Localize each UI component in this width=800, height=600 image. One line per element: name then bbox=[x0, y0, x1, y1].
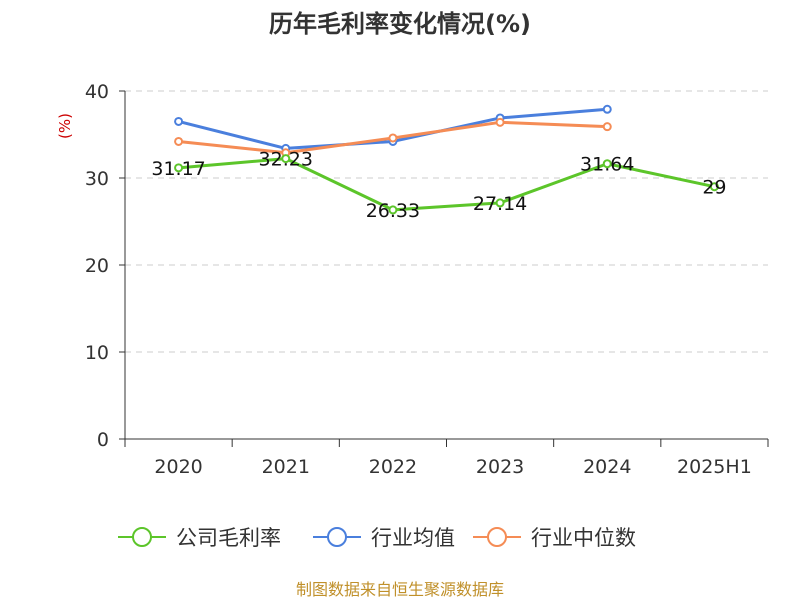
legend-item[interactable]: 行业中位数 bbox=[473, 526, 636, 550]
series-lines bbox=[174, 104, 719, 215]
series-point bbox=[388, 133, 398, 143]
legend-label: 行业中位数 bbox=[531, 526, 636, 550]
x-tick-label: 2024 bbox=[583, 456, 631, 478]
series-point bbox=[709, 182, 719, 192]
series-point bbox=[602, 159, 612, 169]
series-point bbox=[388, 205, 398, 215]
data-label: 27.14 bbox=[473, 193, 527, 215]
x-tick-label: 2020 bbox=[154, 456, 202, 478]
x-tick-label: 2021 bbox=[262, 456, 310, 478]
data-label: 31.17 bbox=[151, 158, 205, 180]
series-point bbox=[602, 122, 612, 132]
y-tick-label: 20 bbox=[85, 255, 109, 277]
series-point bbox=[174, 116, 184, 126]
data-label: 26.33 bbox=[366, 200, 420, 222]
data-label: 31.64 bbox=[580, 154, 634, 176]
x-tick-label: 2025H1 bbox=[677, 456, 752, 478]
legend-item[interactable]: 行业均值 bbox=[313, 526, 455, 550]
data-label: 29 bbox=[702, 177, 726, 199]
y-tick-label: 30 bbox=[85, 168, 109, 190]
x-tick-label: 2023 bbox=[476, 456, 524, 478]
legend-marker bbox=[327, 527, 347, 547]
chart-title: 历年毛利率变化情况(%) bbox=[269, 10, 531, 38]
legend-marker bbox=[487, 527, 507, 547]
series-point bbox=[602, 104, 612, 114]
y-tick-label: 10 bbox=[85, 342, 109, 364]
y-tick-label: 0 bbox=[97, 429, 109, 451]
series-point bbox=[174, 163, 184, 173]
series-point bbox=[495, 198, 505, 208]
series-point bbox=[495, 117, 505, 127]
series-point bbox=[281, 154, 291, 164]
legend-marker bbox=[132, 527, 152, 547]
series-point bbox=[174, 136, 184, 146]
data-label: 32.23 bbox=[259, 149, 313, 171]
legend[interactable]: 公司毛利率 行业均值 行业中位数 bbox=[118, 526, 636, 550]
grid-lines bbox=[125, 90, 768, 353]
data-labels: 31.17 32.23 26.33 27.14 31.64 29 bbox=[151, 149, 726, 222]
legend-item[interactable]: 公司毛利率 bbox=[118, 526, 281, 550]
source-note: 制图数据来自恒生聚源数据库 bbox=[296, 580, 504, 599]
series-line bbox=[178, 157, 715, 212]
y-axis-label: (%) bbox=[56, 113, 74, 139]
axes: 0 10 20 30 40 2020 2021 2022 2023 2024 2025H1 bbox=[85, 81, 769, 478]
legend-label: 行业均值 bbox=[371, 526, 455, 550]
legend-label: 公司毛利率 bbox=[176, 526, 281, 550]
x-tick-label: 2022 bbox=[369, 456, 417, 478]
y-tick-label: 40 bbox=[85, 81, 109, 103]
